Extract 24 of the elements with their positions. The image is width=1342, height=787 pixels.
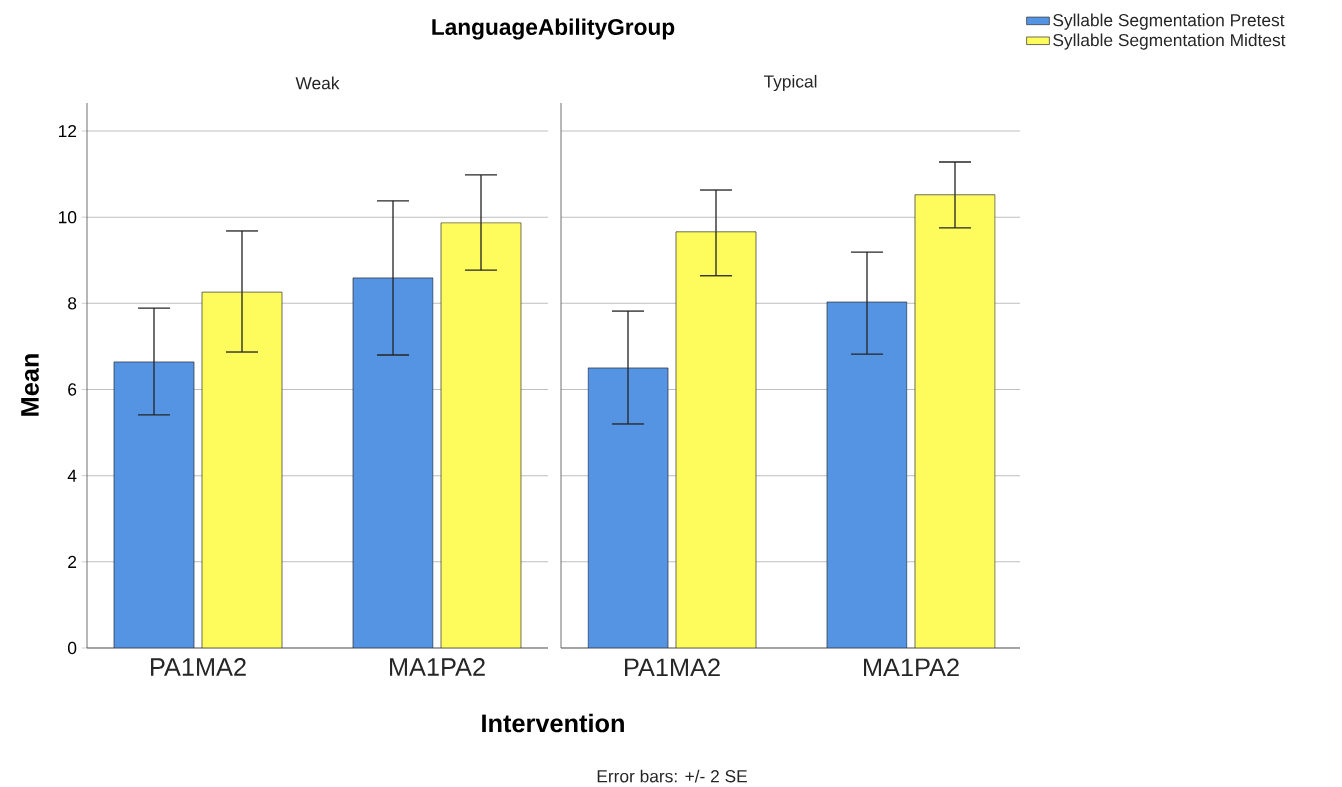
bar xyxy=(675,231,757,648)
x-tick-label: PA1MA2 xyxy=(151,658,246,676)
chart-subtitle: Weak xyxy=(295,76,340,90)
chart-subtitle: Typical xyxy=(763,74,817,92)
x-tick-label: MA1PA2 xyxy=(390,658,485,676)
legend-label: Syllable Segmentation Midtest xyxy=(1053,33,1286,50)
chart-title: LanguageAbilityGroup xyxy=(432,18,675,40)
y-tick-label: 2 xyxy=(68,555,77,568)
bar xyxy=(352,277,434,648)
y-tick-label: 12 xyxy=(59,124,77,138)
x-tick-label: PA1MA2 xyxy=(625,658,720,677)
y-tick-label: 10 xyxy=(59,211,77,224)
legend-label: Syllable Segmentation Pretest xyxy=(1053,13,1285,30)
y-tick-label: 8 xyxy=(68,297,77,310)
bar xyxy=(914,194,996,648)
bar xyxy=(113,361,195,648)
text: Error bars: +/- 2 SE xyxy=(597,769,747,783)
y-tick-label: 6 xyxy=(68,383,77,396)
y-tick-label: 4 xyxy=(67,469,77,482)
x-axis-title: Intervention xyxy=(482,713,624,733)
bar xyxy=(440,222,522,648)
x-tick-label: MA1PA2 xyxy=(864,658,959,677)
y-axis-title: Mean xyxy=(21,354,39,416)
y-tick-label: 0 xyxy=(67,641,77,655)
